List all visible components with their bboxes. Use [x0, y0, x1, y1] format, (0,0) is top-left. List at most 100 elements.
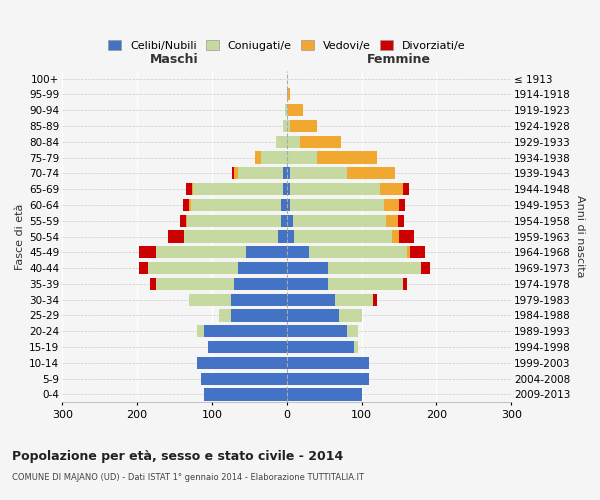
- Text: Popolazione per età, sesso e stato civile - 2014: Popolazione per età, sesso e stato civil…: [12, 450, 343, 463]
- Bar: [287, 183, 290, 196]
- Bar: [235, 278, 287, 290]
- Bar: [180, 214, 185, 227]
- Bar: [328, 278, 403, 290]
- Bar: [328, 262, 421, 274]
- Bar: [156, 278, 235, 290]
- Bar: [287, 167, 290, 179]
- Bar: [168, 230, 184, 242]
- Bar: [290, 183, 380, 196]
- Bar: [187, 214, 281, 227]
- Bar: [354, 341, 358, 353]
- Bar: [260, 152, 287, 164]
- Bar: [287, 356, 369, 369]
- Bar: [235, 167, 238, 179]
- Bar: [399, 199, 405, 211]
- Bar: [220, 310, 230, 322]
- Bar: [254, 152, 260, 164]
- Bar: [290, 199, 384, 211]
- Bar: [184, 230, 278, 242]
- Bar: [156, 246, 245, 258]
- Bar: [335, 294, 373, 306]
- Bar: [184, 199, 190, 211]
- Bar: [232, 167, 235, 179]
- Text: Femmine: Femmine: [367, 53, 431, 66]
- Text: COMUNE DI MAJANO (UD) - Dati ISTAT 1° gennaio 2014 - Elaborazione TUTTITALIA.IT: COMUNE DI MAJANO (UD) - Dati ISTAT 1° ge…: [12, 472, 364, 482]
- Bar: [403, 278, 407, 290]
- Bar: [205, 388, 287, 400]
- Bar: [191, 199, 281, 211]
- Bar: [287, 120, 290, 132]
- Bar: [287, 199, 290, 211]
- Bar: [287, 152, 317, 164]
- Bar: [285, 104, 287, 117]
- Bar: [287, 246, 309, 258]
- Bar: [139, 262, 148, 274]
- Y-axis label: Anni di nascita: Anni di nascita: [575, 196, 585, 278]
- Bar: [290, 120, 317, 132]
- Y-axis label: Fasce di età: Fasce di età: [15, 204, 25, 270]
- Bar: [287, 104, 288, 117]
- Bar: [407, 246, 410, 258]
- Bar: [294, 230, 392, 242]
- Bar: [287, 372, 369, 385]
- Bar: [200, 372, 287, 385]
- Bar: [190, 199, 191, 211]
- Bar: [230, 294, 287, 306]
- Bar: [197, 356, 287, 369]
- Bar: [293, 214, 386, 227]
- Bar: [287, 136, 300, 148]
- Bar: [287, 214, 293, 227]
- Bar: [283, 120, 287, 132]
- Bar: [283, 167, 287, 179]
- Bar: [373, 294, 377, 306]
- Bar: [290, 167, 347, 179]
- Bar: [384, 199, 399, 211]
- Bar: [399, 230, 414, 242]
- Bar: [317, 152, 377, 164]
- Bar: [287, 230, 294, 242]
- Bar: [148, 262, 238, 274]
- Bar: [193, 183, 283, 196]
- Bar: [347, 325, 358, 338]
- Bar: [205, 325, 287, 338]
- Bar: [208, 341, 287, 353]
- Bar: [403, 183, 409, 196]
- Bar: [245, 246, 287, 258]
- Bar: [190, 294, 230, 306]
- Bar: [287, 88, 290, 101]
- Bar: [287, 388, 362, 400]
- Bar: [287, 325, 347, 338]
- Bar: [287, 294, 335, 306]
- Bar: [185, 183, 191, 196]
- Bar: [197, 325, 205, 338]
- Bar: [191, 183, 193, 196]
- Bar: [287, 341, 354, 353]
- Bar: [238, 167, 283, 179]
- Legend: Celibi/Nubili, Coniugati/e, Vedovi/e, Divorziati/e: Celibi/Nubili, Coniugati/e, Vedovi/e, Di…: [104, 36, 469, 54]
- Bar: [309, 246, 407, 258]
- Bar: [347, 167, 395, 179]
- Bar: [392, 230, 399, 242]
- Bar: [238, 262, 287, 274]
- Bar: [185, 214, 187, 227]
- Bar: [281, 199, 287, 211]
- Bar: [380, 183, 403, 196]
- Bar: [288, 104, 303, 117]
- Bar: [281, 214, 287, 227]
- Bar: [300, 136, 341, 148]
- Bar: [283, 183, 287, 196]
- Bar: [150, 278, 156, 290]
- Bar: [287, 262, 328, 274]
- Bar: [398, 214, 404, 227]
- Bar: [410, 246, 425, 258]
- Bar: [287, 278, 328, 290]
- Text: Maschi: Maschi: [150, 53, 199, 66]
- Bar: [275, 136, 287, 148]
- Bar: [287, 310, 339, 322]
- Bar: [386, 214, 398, 227]
- Bar: [421, 262, 430, 274]
- Bar: [339, 310, 362, 322]
- Bar: [278, 230, 287, 242]
- Bar: [139, 246, 156, 258]
- Bar: [230, 310, 287, 322]
